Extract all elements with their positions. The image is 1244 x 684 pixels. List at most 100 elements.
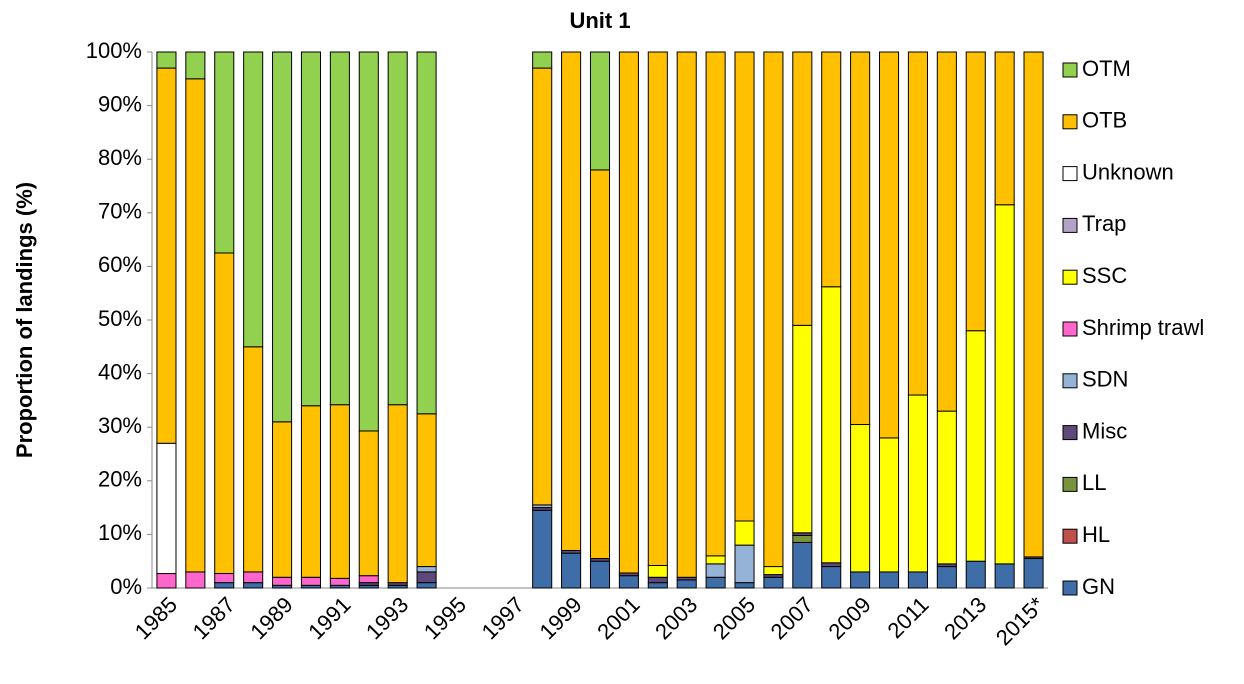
y-tick-label: 10%	[98, 520, 142, 545]
bar-segment	[734, 520, 755, 546]
bar-segment	[156, 51, 177, 69]
legend-label: Misc	[1082, 418, 1127, 443]
y-tick-label: 60%	[98, 252, 142, 277]
bar-segment	[705, 576, 726, 589]
bar-segment	[705, 51, 726, 557]
bar-segment	[243, 346, 264, 573]
bar-segment	[936, 410, 957, 565]
bar-segment	[185, 78, 206, 573]
bar-segment	[792, 541, 813, 589]
legend-label: OTB	[1082, 108, 1127, 133]
bar-segment	[416, 582, 437, 589]
bar-segment	[907, 394, 928, 573]
x-tick-label: 2009	[823, 592, 875, 644]
bar-segment	[589, 169, 611, 560]
bar-segment	[156, 442, 177, 575]
legend-swatch	[1062, 114, 1078, 130]
bar-segment	[705, 563, 726, 578]
bar-segment	[994, 204, 1015, 565]
bar-segment	[300, 405, 322, 578]
y-tick-label: 40%	[98, 359, 142, 384]
bar-segment	[358, 430, 379, 577]
bar-segment	[907, 571, 928, 589]
bar-segment	[416, 571, 437, 584]
bar-segment	[994, 51, 1015, 206]
legend-label: GN	[1082, 574, 1115, 599]
bar-segment	[214, 573, 235, 584]
bar-segment	[387, 404, 408, 584]
bar-segment	[243, 571, 264, 584]
bar-segment	[589, 51, 611, 171]
legend-label: OTM	[1082, 56, 1131, 81]
x-tick-label: 2011	[882, 592, 933, 643]
bar-segment	[763, 51, 784, 568]
bar-segment	[878, 51, 900, 439]
legend-swatch	[1062, 321, 1078, 337]
bar-segment	[300, 51, 322, 407]
bar-segment	[792, 51, 813, 326]
bar-segment	[532, 509, 553, 589]
bar-segment	[561, 552, 582, 589]
legend-label: Trap	[1082, 211, 1126, 236]
bar-segment	[965, 560, 986, 589]
bar-segment	[647, 51, 668, 566]
y-tick-label: 70%	[98, 199, 142, 224]
bar-segment	[532, 67, 553, 506]
bar-segment	[792, 324, 813, 534]
bar-segment	[214, 582, 235, 589]
bar-segment	[387, 51, 408, 406]
legend-swatch	[1062, 580, 1078, 596]
bar-segment	[965, 330, 986, 562]
bar-segment	[850, 51, 871, 426]
bar-segment	[300, 576, 322, 586]
bar-segment	[1023, 51, 1044, 558]
bar-segment	[792, 534, 813, 543]
bar-segment	[821, 286, 842, 564]
bar-segment	[734, 544, 755, 584]
bar-segment	[763, 566, 784, 576]
bar-segment	[243, 51, 264, 348]
y-tick-label: 20%	[98, 467, 142, 492]
x-tick-label: 1993	[361, 592, 413, 644]
bar-segment	[416, 51, 437, 415]
bar-segment	[821, 562, 842, 568]
bar-segment	[676, 579, 697, 589]
bar-segment	[907, 51, 928, 396]
legend-swatch	[1062, 166, 1078, 182]
bar-segment	[763, 576, 784, 589]
y-tick-label: 0%	[110, 574, 142, 599]
x-tick-label: 1985	[130, 592, 182, 644]
bar-segment	[850, 571, 871, 589]
y-tick-label: 50%	[98, 306, 142, 331]
bar-segment	[156, 67, 177, 444]
bar-segment	[214, 51, 235, 254]
bar-segment	[272, 576, 293, 586]
y-axis-label: Proportion of landings (%)	[12, 182, 37, 458]
y-tick-label: 80%	[98, 145, 142, 170]
x-tick-label: 1989	[245, 592, 297, 644]
bar-segment	[358, 575, 379, 584]
legend-label: HL	[1082, 522, 1110, 547]
bar-segment	[329, 577, 350, 586]
bar-segment	[185, 571, 206, 589]
y-tick-label: 30%	[98, 413, 142, 438]
bar-segment	[821, 51, 842, 288]
x-tick-label: 1991	[303, 592, 355, 644]
bar-segment	[878, 571, 900, 589]
legend-swatch	[1062, 217, 1078, 233]
bar-segment	[1023, 558, 1044, 589]
x-tick-label: 1997	[477, 592, 529, 644]
bar-segment	[734, 582, 755, 589]
bar-segment	[272, 51, 293, 423]
legend-swatch	[1062, 425, 1078, 441]
bar-segment	[647, 582, 668, 589]
y-tick-label: 90%	[98, 91, 142, 116]
bar-segment	[329, 404, 350, 579]
legend-swatch	[1062, 476, 1078, 492]
bar-segment	[589, 560, 611, 589]
x-tick-label: 1999	[534, 592, 586, 644]
chart-title: Unit 1	[569, 8, 630, 33]
bar-segment	[561, 51, 582, 551]
x-tick-label: 2005	[708, 592, 760, 644]
